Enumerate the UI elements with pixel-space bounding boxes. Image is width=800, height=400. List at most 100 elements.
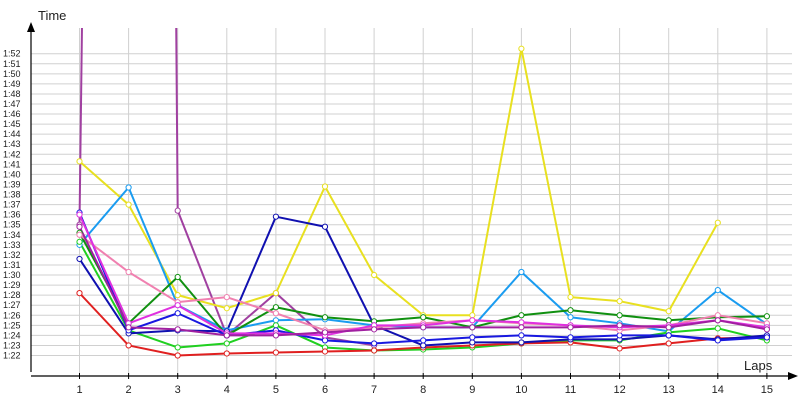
series-point bbox=[714, 317, 721, 324]
x-tick-label: 7 bbox=[371, 384, 377, 396]
y-tick-label: 1:42 bbox=[3, 149, 21, 159]
series-point bbox=[272, 213, 279, 220]
spike-series-line bbox=[78, 27, 83, 225]
series-point bbox=[665, 324, 672, 331]
x-axis-title: Laps bbox=[744, 358, 773, 373]
series-point bbox=[518, 45, 525, 52]
y-tick-label: 1:32 bbox=[3, 250, 21, 260]
series-point bbox=[420, 337, 427, 344]
y-tick-label: 1:34 bbox=[3, 230, 21, 240]
series-line bbox=[78, 47, 719, 317]
y-tick-label: 1:47 bbox=[3, 99, 21, 109]
series-point bbox=[76, 158, 83, 165]
series-point bbox=[321, 223, 329, 230]
spike-series-point bbox=[174, 207, 181, 214]
y-tick-label: 1:25 bbox=[3, 320, 21, 330]
y-tick-label: 1:46 bbox=[3, 109, 21, 119]
series-point bbox=[174, 310, 181, 317]
series-point bbox=[616, 312, 623, 319]
y-tick-label: 1:30 bbox=[3, 270, 21, 280]
series-point bbox=[665, 332, 672, 339]
series-point bbox=[272, 332, 279, 339]
x-tick-label: 1 bbox=[76, 384, 82, 396]
series-point bbox=[174, 292, 181, 299]
series-point bbox=[567, 294, 574, 301]
x-tick-label: 11 bbox=[565, 384, 576, 396]
y-tick-label: 1:28 bbox=[3, 290, 21, 300]
series-point bbox=[567, 324, 574, 331]
y-tick-label: 1:43 bbox=[3, 139, 21, 149]
series-point bbox=[272, 322, 279, 329]
series-point bbox=[125, 184, 132, 191]
y-axis-arrow-icon bbox=[27, 22, 35, 32]
x-axis-arrow-icon bbox=[788, 372, 798, 380]
series-point bbox=[567, 307, 574, 314]
series-point bbox=[174, 344, 181, 351]
series-point bbox=[714, 325, 721, 332]
axes: Time Laps bbox=[27, 8, 798, 380]
series-point bbox=[272, 304, 279, 311]
series-point bbox=[125, 268, 132, 276]
series-point bbox=[518, 324, 525, 331]
series-point bbox=[763, 313, 771, 320]
x-tick-label: 2 bbox=[126, 384, 132, 396]
y-tick-label: 1:31 bbox=[3, 260, 21, 270]
series-point bbox=[420, 314, 427, 321]
series-point bbox=[469, 317, 476, 324]
series-point bbox=[125, 342, 132, 349]
x-tick-label: 4 bbox=[224, 384, 230, 396]
series-point bbox=[272, 349, 279, 356]
series-point bbox=[714, 312, 721, 319]
x-tick-label: 3 bbox=[175, 384, 181, 396]
series-point bbox=[76, 255, 83, 263]
y-tick-label: 1:35 bbox=[3, 220, 21, 230]
series-point bbox=[76, 231, 83, 238]
y-tick-labels: 1:221:231:241:251:261:271:281:291:301:31… bbox=[3, 49, 21, 361]
series-point bbox=[321, 329, 329, 336]
y-tick-label: 1:22 bbox=[3, 351, 21, 361]
series-point bbox=[616, 322, 623, 329]
series-point bbox=[665, 308, 672, 315]
series-point bbox=[321, 337, 329, 344]
series-point bbox=[371, 340, 378, 347]
y-tick-label: 1:50 bbox=[3, 69, 21, 79]
series-point bbox=[321, 183, 329, 190]
series-point bbox=[420, 324, 427, 331]
series-point bbox=[714, 337, 721, 344]
series-point bbox=[763, 326, 771, 333]
x-tick-label: 8 bbox=[420, 384, 426, 396]
series-point bbox=[714, 219, 721, 226]
series-lines bbox=[76, 27, 771, 359]
series-point bbox=[321, 348, 329, 355]
x-tick-label: 13 bbox=[663, 384, 675, 396]
x-tick-labels: 1 2 3 4 5 6 7 8 9 10 11 12 13 14 15 bbox=[76, 373, 773, 396]
series-point bbox=[518, 332, 525, 339]
series-point bbox=[321, 314, 329, 321]
y-tick-label: 1:36 bbox=[3, 210, 21, 220]
x-tick-label: 12 bbox=[613, 384, 625, 396]
series-point bbox=[518, 312, 525, 319]
series-point bbox=[272, 317, 279, 324]
y-tick-label: 1:38 bbox=[3, 190, 21, 200]
series-point bbox=[763, 334, 771, 341]
series-point bbox=[76, 238, 83, 245]
series-point bbox=[76, 211, 83, 218]
series-point bbox=[665, 340, 672, 347]
y-axis-title: Time bbox=[38, 8, 66, 23]
series-point bbox=[125, 324, 132, 331]
x-tick-label: 14 bbox=[712, 384, 724, 396]
series-point bbox=[714, 287, 721, 294]
y-tick-label: 1:51 bbox=[3, 59, 21, 69]
series-point bbox=[76, 223, 83, 230]
series-point bbox=[567, 314, 574, 321]
series-point bbox=[174, 273, 181, 281]
series-point bbox=[125, 201, 132, 208]
series-point bbox=[469, 312, 476, 319]
y-tick-label: 1:24 bbox=[3, 330, 21, 340]
y-tick-label: 1:44 bbox=[3, 129, 21, 139]
series-point bbox=[223, 350, 230, 357]
series-point bbox=[469, 339, 476, 346]
series-point bbox=[567, 334, 574, 341]
series-point bbox=[174, 326, 181, 333]
